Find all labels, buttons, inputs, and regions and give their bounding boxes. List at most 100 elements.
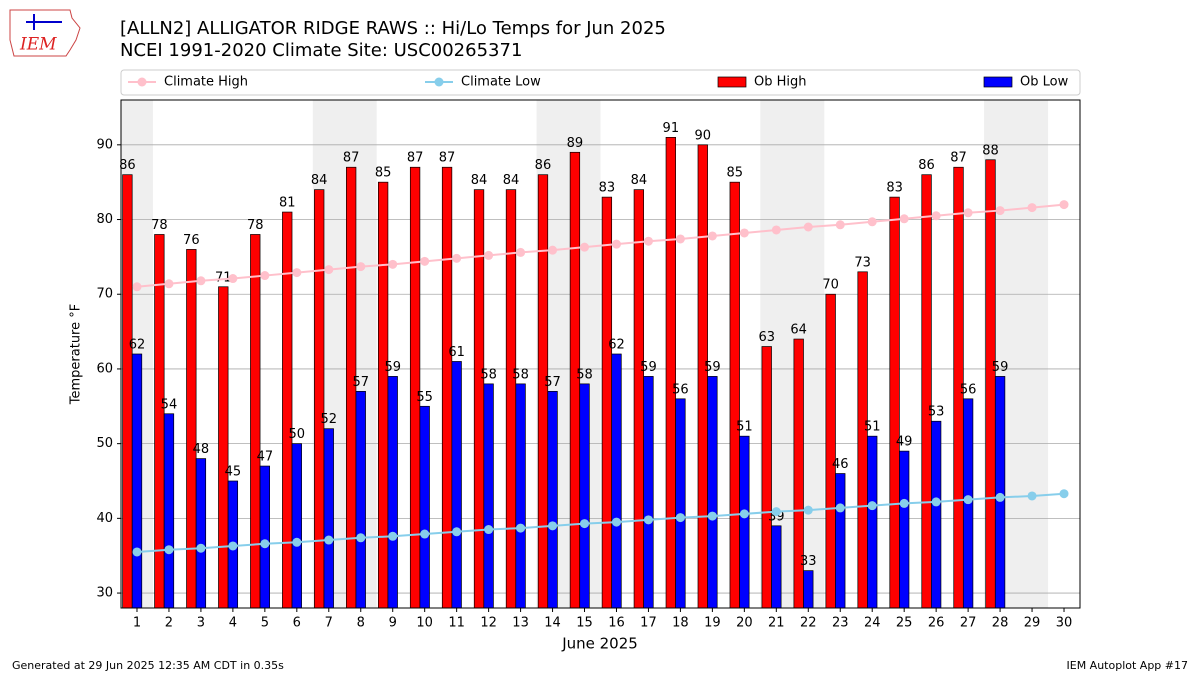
line-marker (196, 276, 206, 286)
value-label: 58 (480, 367, 497, 382)
value-label: 90 (695, 128, 712, 143)
x-axis-label: June 2025 (561, 635, 638, 653)
value-label: 33 (800, 554, 817, 569)
x-tick-label: 10 (416, 616, 433, 631)
line-marker (899, 214, 909, 224)
value-label: 84 (503, 173, 520, 188)
y-axis-label: Temperature °F (69, 304, 84, 405)
x-tick-label: 13 (512, 616, 529, 631)
line-marker (452, 253, 462, 263)
bar (643, 376, 654, 609)
bar (601, 196, 613, 609)
bar (675, 398, 686, 609)
x-tick-label: 26 (928, 616, 945, 631)
x-tick-label: 3 (197, 616, 205, 631)
value-label: 50 (289, 427, 306, 442)
value-label: 49 (896, 435, 913, 450)
value-label: 56 (672, 382, 689, 397)
line-marker (292, 268, 302, 278)
value-label: 52 (321, 412, 338, 427)
x-tick-label: 6 (293, 616, 301, 631)
value-label: 70 (822, 278, 839, 293)
line-marker (771, 225, 781, 235)
value-label: 86 (918, 158, 935, 173)
logo: IEM (9, 9, 81, 57)
line-marker (739, 509, 749, 519)
value-label: 88 (982, 143, 999, 158)
bar (323, 428, 334, 609)
line-marker (356, 262, 366, 272)
line-marker (196, 543, 206, 553)
line-marker (803, 505, 813, 515)
x-tick-label: 2 (165, 616, 173, 631)
bar (994, 376, 1006, 609)
bar (803, 570, 814, 609)
value-label: 87 (439, 151, 456, 166)
legend (120, 69, 1081, 96)
line-marker (675, 513, 685, 523)
bar (633, 189, 645, 609)
legend-swatch (717, 76, 747, 88)
line-marker (963, 208, 973, 218)
line-marker (931, 497, 941, 507)
value-label: 83 (886, 181, 903, 196)
line-marker (420, 256, 430, 266)
bar (707, 376, 718, 609)
x-tick-label: 8 (357, 616, 365, 631)
x-tick-label: 20 (736, 616, 753, 631)
legend-swatch (137, 77, 147, 87)
line-marker (580, 242, 590, 252)
line-marker (675, 234, 685, 244)
line-marker (1027, 491, 1037, 501)
line-marker (452, 527, 462, 537)
footer-right: IEM Autoplot App #17 (1067, 659, 1189, 672)
value-label: 58 (512, 367, 529, 382)
line-marker (1059, 489, 1069, 499)
value-label: 48 (193, 442, 210, 457)
x-tick-label: 17 (640, 616, 657, 631)
x-tick-label: 24 (864, 616, 881, 631)
value-label: 76 (183, 233, 200, 248)
value-label: 78 (151, 218, 168, 233)
value-label: 64 (790, 323, 807, 338)
line-marker (995, 206, 1005, 216)
bar (985, 159, 996, 609)
bar (282, 211, 293, 609)
bar (473, 189, 485, 609)
value-label: 71 (215, 270, 232, 285)
line-marker (516, 523, 526, 533)
line-marker (132, 547, 142, 557)
bar (314, 189, 325, 609)
bar (451, 361, 462, 609)
line-marker (228, 274, 238, 284)
y-tick-label: 30 (96, 586, 113, 601)
bar (857, 271, 868, 609)
line-marker (1027, 203, 1037, 213)
line-marker (484, 250, 494, 260)
value-label: 53 (928, 405, 945, 420)
x-tick-label: 7 (325, 616, 333, 631)
bar (835, 473, 846, 609)
line-marker (643, 515, 653, 525)
value-label: 83 (599, 181, 616, 196)
bar (761, 346, 772, 609)
legend-label: Ob Low (1020, 75, 1069, 90)
value-label: 59 (384, 360, 401, 375)
x-tick-label: 21 (768, 616, 785, 631)
value-label: 87 (343, 151, 360, 166)
value-label: 86 (535, 158, 552, 173)
line-marker (548, 521, 558, 531)
bar (419, 405, 430, 609)
x-tick-label: 23 (832, 616, 849, 631)
line-marker (292, 537, 302, 547)
chart-title: [ALLN2] ALLIGATOR RIDGE RAWS :: Hi/Lo Te… (120, 18, 666, 39)
y-tick-label: 40 (96, 511, 113, 526)
line-marker (228, 541, 238, 551)
line (136, 203, 1065, 288)
line-marker (931, 211, 941, 221)
bar (547, 391, 558, 609)
bar (697, 144, 708, 609)
bar (931, 420, 942, 609)
line-marker (803, 222, 813, 232)
